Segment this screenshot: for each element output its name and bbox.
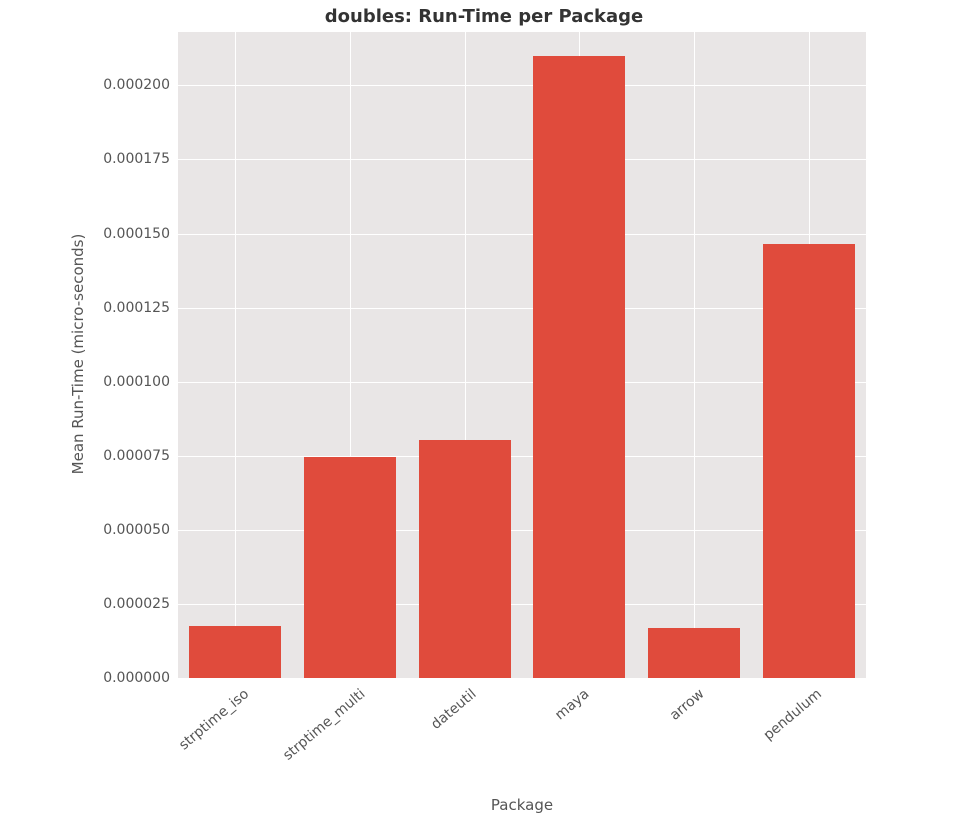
x-tick-label: dateutil	[428, 686, 479, 733]
grid-line-vertical	[235, 32, 236, 678]
grid-line-horizontal	[178, 159, 866, 160]
y-tick-label: 0.000050	[103, 522, 178, 538]
y-tick-label: 0.000025	[103, 596, 178, 612]
x-tick-label: strptime_multi	[280, 686, 368, 764]
plot-area: 0.0000000.0000250.0000500.0000750.000100…	[178, 32, 866, 678]
y-axis-label: Mean Run-Time (micro-seconds)	[69, 31, 87, 677]
y-tick-label: 0.000200	[103, 77, 178, 93]
y-tick-label: 0.000075	[103, 448, 178, 464]
grid-line-horizontal	[178, 234, 866, 235]
x-tick-label: maya	[553, 686, 593, 723]
x-axis-label: Package	[178, 796, 866, 814]
y-tick-label: 0.000000	[103, 670, 178, 686]
figure: doubles: Run-Time per Package 0.0000000.…	[0, 0, 968, 840]
grid-line-horizontal	[178, 678, 866, 679]
grid-line-horizontal	[178, 85, 866, 86]
bar	[189, 626, 281, 678]
y-tick-label: 0.000175	[103, 151, 178, 167]
bar	[648, 628, 740, 678]
bar	[304, 457, 396, 678]
y-tick-label: 0.000125	[103, 300, 178, 316]
x-tick-label: pendulum	[760, 686, 824, 744]
grid-line-vertical	[694, 32, 695, 678]
bar	[419, 440, 511, 678]
chart-title: doubles: Run-Time per Package	[0, 6, 968, 27]
x-tick-label: arrow	[667, 686, 708, 724]
y-tick-label: 0.000150	[103, 226, 178, 242]
y-tick-label: 0.000100	[103, 374, 178, 390]
bar	[763, 244, 855, 678]
bar	[533, 56, 625, 678]
x-tick-label: strptime_iso	[176, 686, 252, 753]
